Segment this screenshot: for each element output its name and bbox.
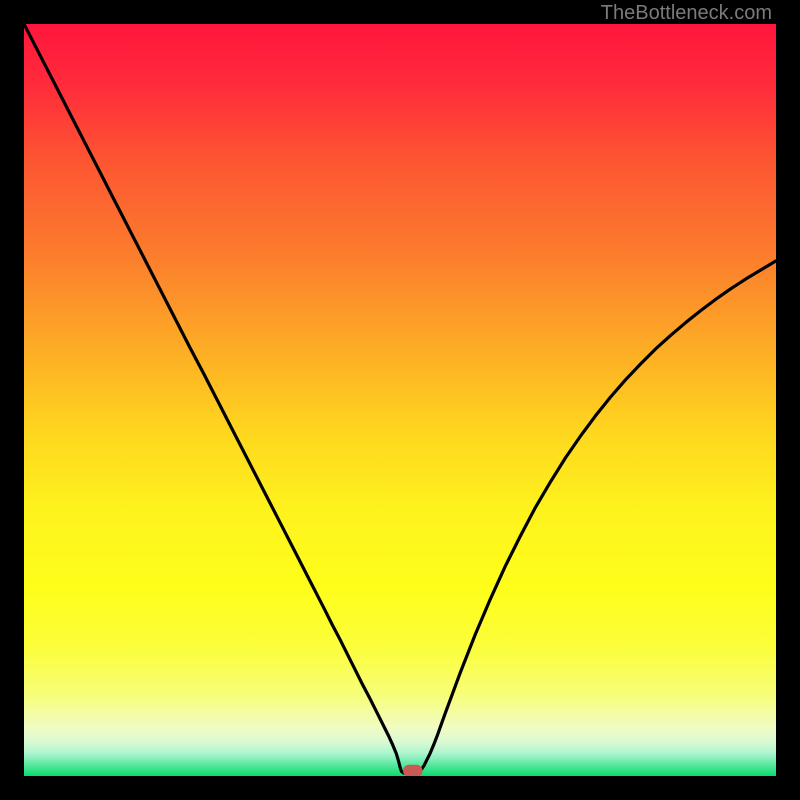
minimum-marker bbox=[403, 765, 423, 776]
chart-svg bbox=[24, 24, 776, 776]
plot-area bbox=[24, 24, 776, 776]
watermark-text: TheBottleneck.com bbox=[601, 2, 772, 25]
gradient-background bbox=[24, 24, 776, 776]
chart-container: TheBottleneck.com bbox=[0, 0, 800, 800]
